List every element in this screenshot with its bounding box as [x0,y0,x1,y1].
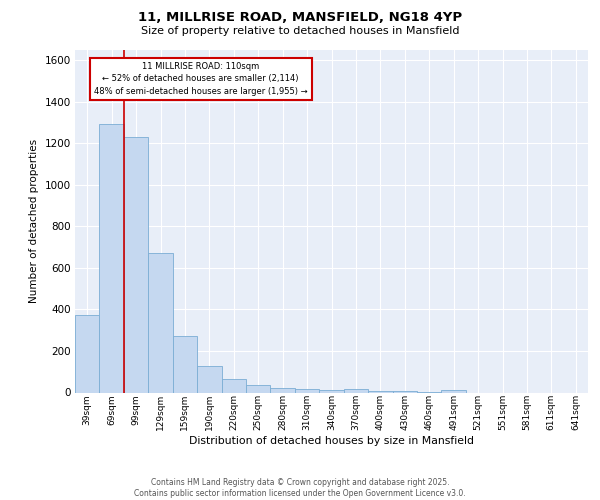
Y-axis label: Number of detached properties: Number of detached properties [29,139,39,304]
Bar [124,137,148,392]
Bar [246,385,271,392]
Bar [197,366,221,392]
Text: Contains HM Land Registry data © Crown copyright and database right 2025.
Contai: Contains HM Land Registry data © Crown c… [134,478,466,498]
Bar [75,314,100,392]
Bar [173,336,197,392]
Bar [368,391,392,392]
Bar [100,124,124,392]
Bar [271,388,295,392]
Bar [442,390,466,392]
X-axis label: Distribution of detached houses by size in Mansfield: Distribution of detached houses by size … [189,436,474,446]
Bar [148,253,173,392]
Bar [319,390,344,392]
Bar [221,379,246,392]
Text: 11 MILLRISE ROAD: 110sqm
← 52% of detached houses are smaller (2,114)
48% of sem: 11 MILLRISE ROAD: 110sqm ← 52% of detach… [94,62,307,96]
Bar [295,390,319,392]
Bar [344,390,368,392]
Text: Size of property relative to detached houses in Mansfield: Size of property relative to detached ho… [141,26,459,36]
Text: 11, MILLRISE ROAD, MANSFIELD, NG18 4YP: 11, MILLRISE ROAD, MANSFIELD, NG18 4YP [138,11,462,24]
